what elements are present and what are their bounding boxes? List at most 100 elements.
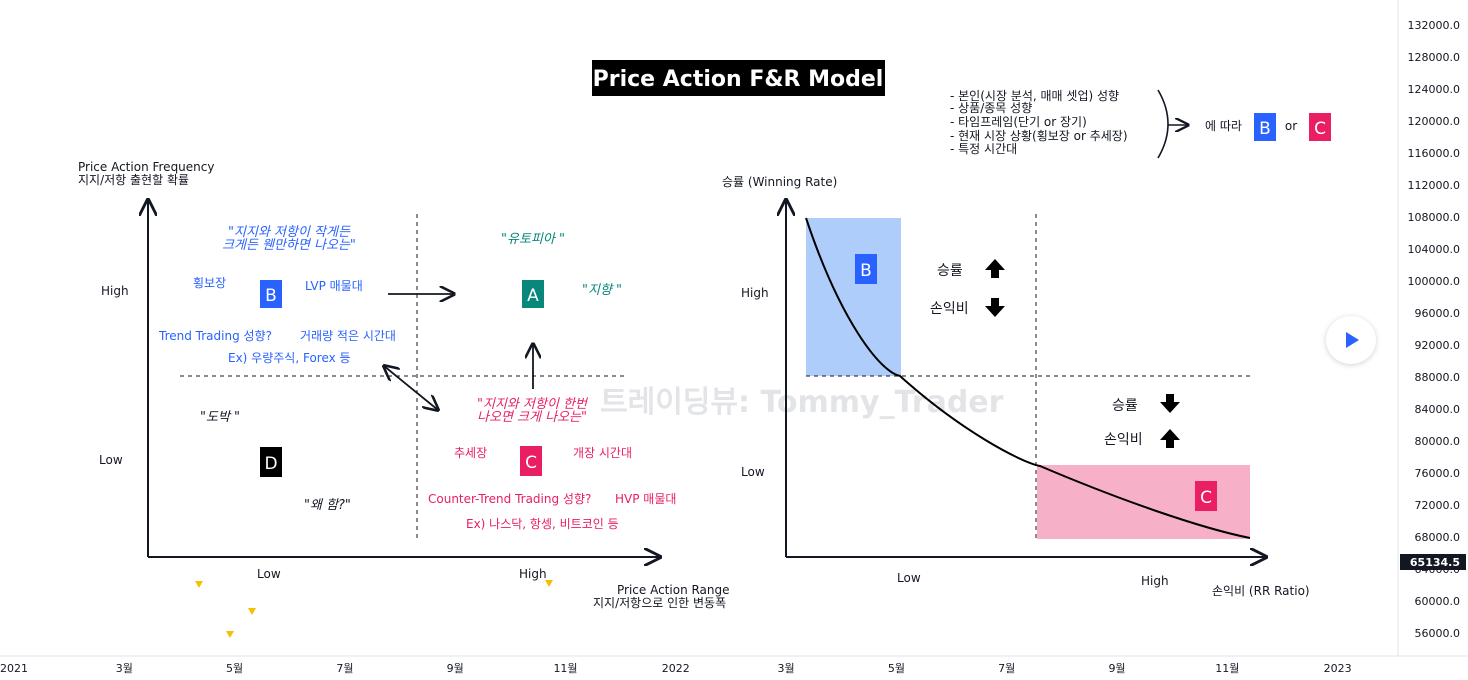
- time-axis[interactable]: 2021 3월 5월 7월 9월 11월 2022 3월 5월 7월 9월 11월 2023: [0, 655, 1468, 675]
- b-trend-label: Trend Trading 성향?: [158, 329, 272, 343]
- right-x-title: 손익비 (RR Ratio): [1212, 584, 1310, 598]
- quadrant-d-label: D: [264, 454, 277, 474]
- price-tick-label: 56000.0: [1415, 627, 1461, 640]
- time-tick-label: 11월: [553, 662, 577, 675]
- c-hvp-label: HVP 매물대: [615, 492, 676, 506]
- marker-icon: [545, 580, 553, 587]
- zone-b-rect: [806, 218, 901, 376]
- zone-c-box: [1195, 481, 1217, 511]
- zone-b-label: B: [860, 261, 872, 281]
- price-tick-label: 72000.0: [1415, 499, 1461, 512]
- b-lvp-label: LVP 매물대: [305, 279, 363, 293]
- quadrant-d-box: [260, 447, 282, 477]
- winrate-rr-curve: [805, 217, 1251, 539]
- quadrant-a-label: A: [527, 286, 539, 306]
- left-x-high: High: [519, 567, 547, 581]
- time-tick-label: 11월: [1215, 662, 1239, 675]
- conditions-or-text: or: [1285, 119, 1297, 133]
- time-tick-label: 2022: [662, 662, 690, 675]
- left-x-title-en: Price Action Range: [617, 583, 730, 597]
- price-tick-label: 104000.0: [1408, 243, 1461, 256]
- zone-b-box: [855, 254, 877, 284]
- current-price-label: 65134.5: [1410, 556, 1460, 569]
- right-y-high: High: [741, 286, 769, 300]
- conditions-result-text: 에 따라: [1205, 119, 1242, 133]
- zone-c-rect: [1037, 465, 1250, 539]
- left-y-title-en: Price Action Frequency: [78, 160, 214, 174]
- c-rr-label: 손익비: [1104, 432, 1143, 448]
- condition-item: - 타임프레임(단기 or 장기): [950, 115, 1087, 129]
- marker-icon: [226, 631, 234, 638]
- current-price-badge: [1400, 554, 1466, 570]
- left-y-title-ko: 지지/저항 출현할 확률: [78, 173, 189, 187]
- conditions-box-c-label: C: [1314, 119, 1326, 139]
- price-tick-label: 120000.0: [1408, 115, 1461, 128]
- time-tick-label: 7월: [998, 662, 1015, 675]
- price-tick-label: 92000.0: [1415, 339, 1461, 352]
- conditions-box-b: [1254, 113, 1276, 141]
- right-x-low: Low: [897, 571, 921, 585]
- left-y-low: Low: [99, 453, 123, 467]
- conditions-bracket: [1157, 89, 1169, 159]
- price-tick-label: 96000.0: [1415, 307, 1461, 320]
- c-open-label: 개장 시간대: [573, 446, 632, 460]
- c-counter-label: Counter-Trend Trading 성향?: [428, 492, 591, 506]
- time-tick-label: 2023: [1324, 662, 1352, 675]
- price-tick-label: 132000.0: [1408, 19, 1461, 32]
- time-tick-label: 3월: [116, 662, 133, 675]
- left-x-title-ko: 지지/저항으로 인한 변동폭: [593, 596, 726, 610]
- price-tick-label: 80000.0: [1415, 435, 1461, 448]
- price-tick-label: 124000.0: [1408, 83, 1461, 96]
- b-winrate-label: 승률: [937, 263, 963, 279]
- price-tick-label: 116000.0: [1408, 147, 1461, 160]
- c-quote-line1: "지지와 저항이 한번: [477, 397, 589, 412]
- c-quote-line2: 나오면 크게 나오는": [477, 410, 587, 425]
- arrow-up-icon: [985, 259, 1005, 278]
- price-tick-label: 100000.0: [1408, 275, 1461, 288]
- quadrant-c-label: C: [525, 453, 537, 473]
- time-tick-label: 9월: [447, 662, 464, 675]
- condition-item: - 상품/종목 성향: [950, 101, 1032, 115]
- condition-item: - 현재 시장 상황(횡보장 or 추세장): [950, 129, 1128, 143]
- play-icon[interactable]: [1326, 316, 1376, 364]
- b-quote-line1: "지지와 저항이 작게든: [228, 225, 351, 240]
- title-box: Price Action F&R Model: [592, 60, 885, 96]
- marker-icon: [248, 608, 256, 615]
- condition-item: - 특정 시간대: [950, 142, 1017, 156]
- conditions-box-b-label: B: [1259, 119, 1271, 139]
- d-gamble-label: "도박 ": [200, 410, 240, 425]
- b-quote-line2: 크게든 웬만하면 나오는": [222, 238, 356, 253]
- price-tick-label: 60000.0: [1415, 595, 1461, 608]
- price-tick-label: 108000.0: [1408, 211, 1461, 224]
- price-tick-label: 68000.0: [1415, 531, 1461, 544]
- left-diagram: Price Action Frequency 지지/저항 출현할 확률 High…: [78, 160, 730, 610]
- arrow-b-c-exchange: [384, 366, 438, 410]
- time-tick-label: 5월: [888, 662, 905, 675]
- conditions-list: - 본인(시장 분석, 매매 셋업) 성향 - 상품/종목 성향 - 타임프레임…: [950, 89, 1128, 156]
- arrow-up-icon: [1160, 429, 1180, 448]
- price-tick-label: 128000.0: [1408, 51, 1461, 64]
- c-example-label: Ex) 나스닥, 항셍, 비트코인 등: [466, 517, 619, 531]
- arrow-down-icon: [1160, 394, 1180, 413]
- time-tick-label: 7월: [336, 662, 353, 675]
- time-tick-label: 9월: [1108, 662, 1125, 675]
- price-tick-label: 76000.0: [1415, 467, 1461, 480]
- quadrant-c-box: [520, 446, 542, 476]
- price-tick-label: 88000.0: [1415, 371, 1461, 384]
- condition-item: - 본인(시장 분석, 매매 셋업) 성향: [950, 89, 1119, 103]
- watermark: 트레이딩뷰: Tommy_Trader: [600, 385, 1004, 420]
- price-axis[interactable]: 132000.0 128000.0 124000.0 120000.0 116000.0…: [1397, 0, 1468, 656]
- marker-icon: [195, 581, 203, 588]
- time-tick-label: 2021: [0, 662, 28, 675]
- right-y-low: Low: [741, 465, 765, 479]
- quadrant-b-label: B: [265, 286, 277, 306]
- right-x-high: High: [1141, 574, 1169, 588]
- c-winrate-label: 승률: [1112, 398, 1138, 414]
- price-tick-label: 112000.0: [1408, 179, 1461, 192]
- price-tick-label: 84000.0: [1415, 403, 1461, 416]
- b-lowvol-label: 거래량 적은 시간대: [300, 329, 396, 343]
- b-rr-label: 손익비: [930, 301, 969, 317]
- quadrant-b-box: [260, 280, 282, 308]
- left-x-low: Low: [257, 567, 281, 581]
